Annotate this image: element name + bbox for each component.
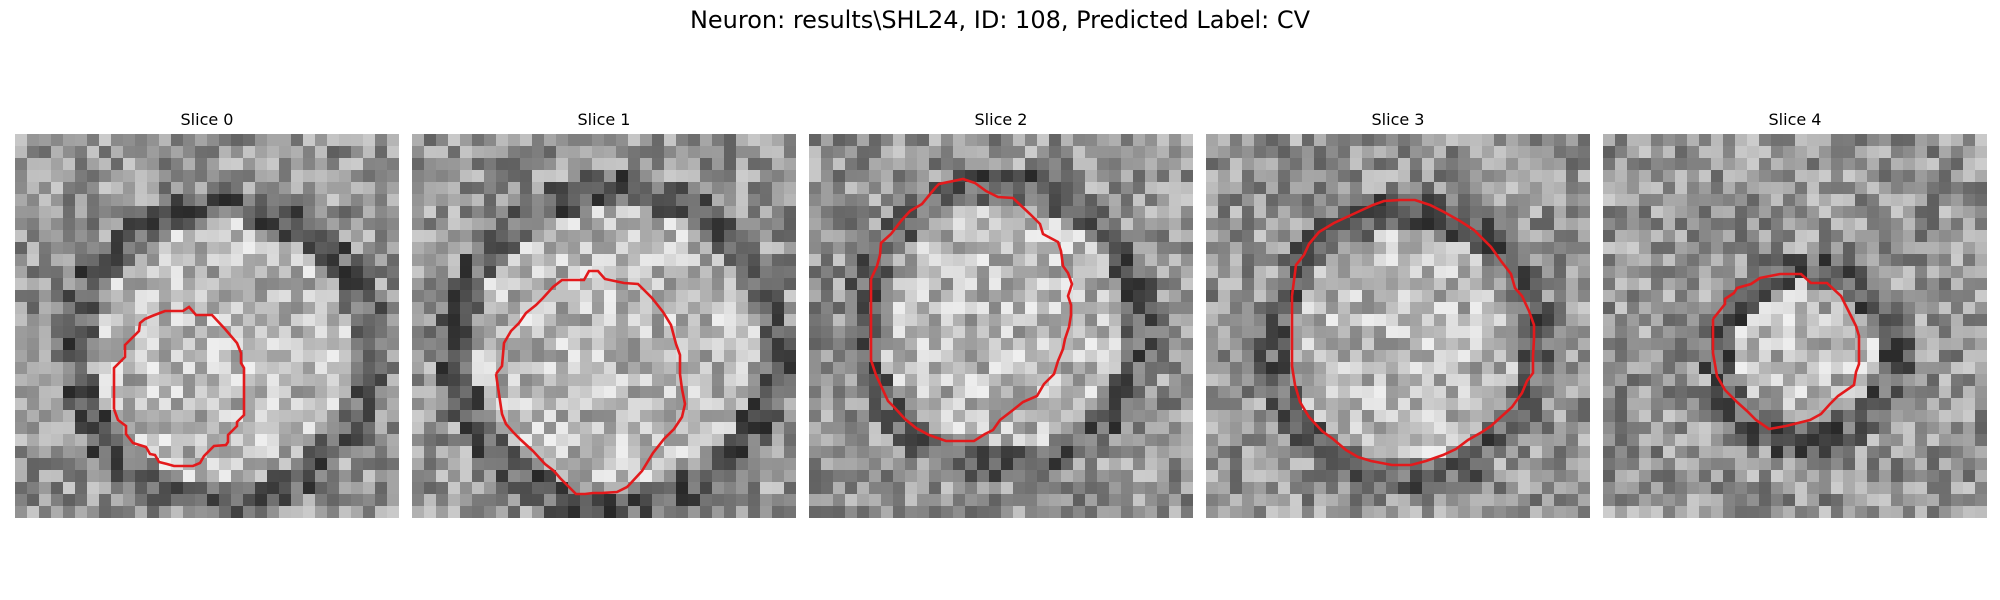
contour-line <box>112 305 246 468</box>
contour-line <box>1290 198 1536 467</box>
segmentation-contour <box>1711 272 1861 431</box>
slice-image <box>15 134 399 518</box>
slice-panel-2: Slice 2 <box>809 108 1193 518</box>
segmentation-contour <box>869 177 1074 443</box>
figure-title: Neuron: results\SHL24, ID: 108, Predicte… <box>689 6 1311 34</box>
slice-image <box>412 134 796 518</box>
em-slice-texture <box>1603 134 1987 518</box>
slice-image <box>809 134 1193 518</box>
slice-title: Slice 4 <box>1768 110 1822 129</box>
slice-image <box>1603 134 1987 518</box>
contour-line <box>1711 272 1861 431</box>
slice-title: Slice 3 <box>1371 110 1425 129</box>
contour-line <box>869 177 1074 443</box>
slice-panel-3: Slice 3 <box>1206 108 1590 518</box>
segmentation-contour <box>1290 198 1536 467</box>
slice-panel-1: Slice 1 <box>412 108 796 518</box>
slice-title: Slice 0 <box>180 110 234 129</box>
slice-panel-4: Slice 4 <box>1603 108 1987 518</box>
contour-line <box>494 269 687 496</box>
slice-panel-0: Slice 0 <box>15 108 399 518</box>
slice-image <box>1206 134 1590 518</box>
em-slice-texture <box>412 134 796 518</box>
em-slice-texture <box>1206 134 1590 518</box>
slice-title: Slice 2 <box>974 110 1028 129</box>
slice-title: Slice 1 <box>577 110 631 129</box>
segmentation-contour <box>112 305 246 468</box>
segmentation-contour <box>494 269 687 496</box>
